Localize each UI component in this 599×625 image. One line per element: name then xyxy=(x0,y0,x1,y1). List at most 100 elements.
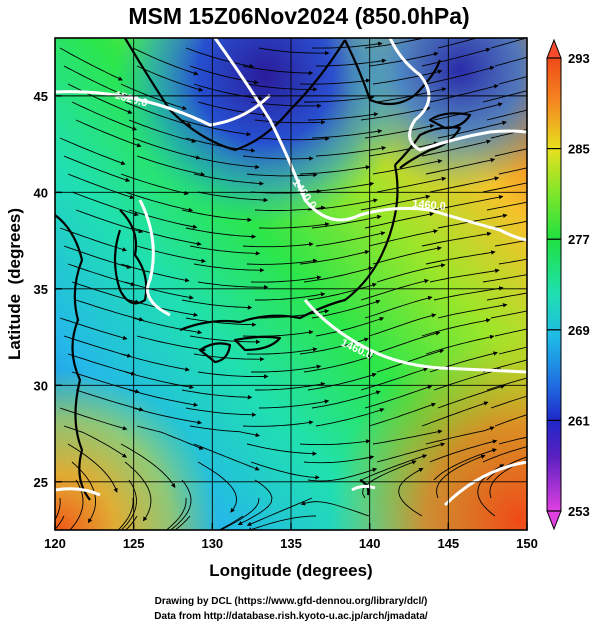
streamline xyxy=(364,123,435,139)
streamline xyxy=(71,371,140,394)
colorbar-tick-label: 277 xyxy=(568,232,590,247)
streamline xyxy=(75,389,144,412)
streamline xyxy=(247,515,317,530)
streamline xyxy=(250,461,320,480)
streamline xyxy=(372,331,441,355)
streamline xyxy=(258,222,330,229)
streamline xyxy=(124,281,194,300)
streamline xyxy=(360,454,428,481)
streamline xyxy=(421,139,492,157)
streamline xyxy=(433,448,497,481)
streamline xyxy=(372,69,443,85)
streamline xyxy=(181,389,253,400)
streamline xyxy=(67,353,136,376)
streamline xyxy=(425,250,496,265)
credits-line-2: Data from http://database.rish.kyoto-u.a… xyxy=(154,611,428,622)
streamline xyxy=(242,155,314,161)
streamline xyxy=(437,303,508,319)
streamline xyxy=(136,335,207,352)
streamline xyxy=(75,299,144,322)
streamline xyxy=(132,317,203,335)
streamline xyxy=(125,515,138,530)
streamline xyxy=(421,401,489,427)
y-tick-label: 25 xyxy=(34,475,48,490)
streamline xyxy=(315,231,386,247)
colorbar-tick-label: 269 xyxy=(568,323,590,338)
streamline xyxy=(63,335,132,358)
streamline xyxy=(303,355,373,373)
streamline xyxy=(258,399,330,409)
colorbar-tick-label: 293 xyxy=(568,51,590,66)
height-contours xyxy=(55,38,527,507)
streamline xyxy=(132,47,199,76)
streamline xyxy=(307,198,378,211)
streamline xyxy=(132,227,202,246)
contour-label-1460-b: 1460.0 xyxy=(412,198,447,213)
streamline xyxy=(494,328,527,337)
streamline xyxy=(124,191,194,213)
streamline xyxy=(364,295,433,319)
colorbar-tick-label: 253 xyxy=(568,504,590,519)
streamline xyxy=(489,459,527,499)
streamline xyxy=(368,402,437,427)
streamline xyxy=(303,181,375,193)
streamline xyxy=(429,84,499,103)
streamline xyxy=(494,239,527,247)
y-tick-label: 40 xyxy=(34,185,48,200)
streamline xyxy=(181,119,252,137)
streamline xyxy=(193,83,264,101)
streamline xyxy=(494,56,527,67)
streamline xyxy=(67,83,133,114)
streamline xyxy=(482,274,527,283)
streamline xyxy=(368,141,439,157)
streamline xyxy=(218,515,244,530)
streamline xyxy=(299,78,371,85)
streamline xyxy=(246,347,318,355)
streamline xyxy=(360,106,431,121)
streamline xyxy=(364,211,435,229)
streamline xyxy=(250,275,322,283)
streamline xyxy=(498,346,527,355)
y-tick-label: 35 xyxy=(34,282,48,297)
streamline xyxy=(197,191,269,203)
streamline xyxy=(433,367,502,391)
streamline xyxy=(55,515,65,530)
wind-streamlines xyxy=(55,38,527,530)
streamline xyxy=(299,165,371,175)
streamline xyxy=(398,468,424,517)
streamline xyxy=(136,155,206,177)
streamline xyxy=(372,159,443,175)
x-tick-label: 140 xyxy=(359,536,381,551)
streamline xyxy=(368,229,439,247)
streamline xyxy=(490,129,527,139)
streamline xyxy=(307,372,377,391)
streamline xyxy=(482,182,527,193)
streamline xyxy=(304,95,375,103)
streamline xyxy=(490,310,527,319)
streamline xyxy=(181,299,253,310)
streamline xyxy=(193,443,260,471)
streamline xyxy=(185,227,257,239)
streamline xyxy=(181,209,252,223)
streamline xyxy=(189,335,261,345)
streamline xyxy=(376,176,447,193)
streamline xyxy=(237,479,273,526)
streamline xyxy=(498,76,527,85)
streamline xyxy=(311,299,381,319)
colorbar-tick-label: 285 xyxy=(568,142,590,157)
streamline xyxy=(482,446,527,463)
streamline xyxy=(300,501,370,517)
streamline xyxy=(364,385,433,409)
streamline xyxy=(429,439,498,463)
streamline xyxy=(258,136,330,141)
streamline xyxy=(63,155,131,182)
lat-lon-grid xyxy=(55,38,527,530)
streamline xyxy=(120,353,190,372)
streamline xyxy=(360,367,429,391)
streamline xyxy=(376,442,446,463)
streamline xyxy=(219,497,260,530)
x-tick-label: 145 xyxy=(437,536,459,551)
y-axis: 25 30 35 40 45 xyxy=(34,89,62,490)
streamline xyxy=(71,101,138,131)
